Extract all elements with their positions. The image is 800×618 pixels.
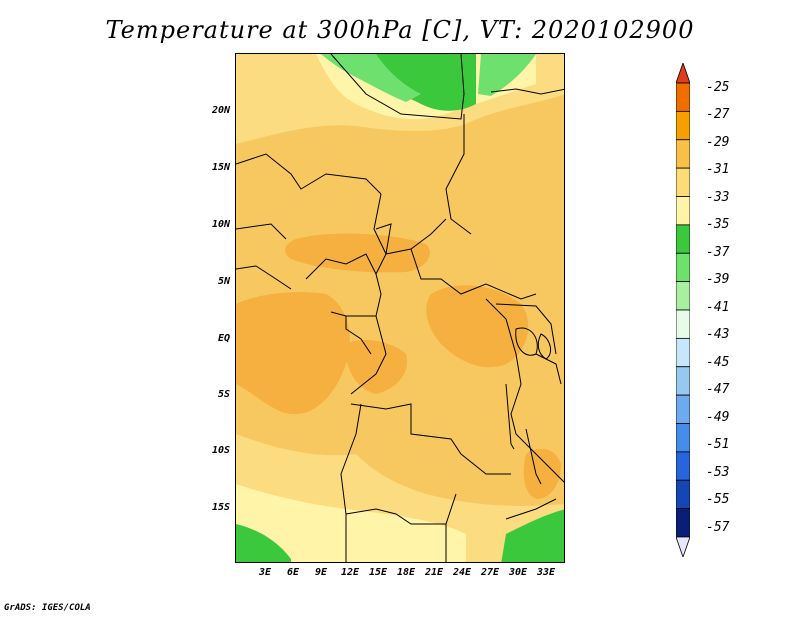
lon-label-24e: 24E [452, 567, 472, 578]
lon-label-18e: 18E [396, 567, 416, 578]
colorbar-segment [676, 309, 690, 339]
lon-label-21e: 21E [424, 567, 444, 578]
colorbar-segment [676, 423, 690, 453]
legend-label-m53: -53 [706, 465, 730, 480]
legend-label-m29: -29 [706, 135, 730, 150]
colorbar-top-triangle [676, 63, 690, 84]
colorbar-segment [676, 196, 690, 226]
lon-label-9e: 9E [314, 567, 328, 578]
lat-label-5s: 5S [217, 389, 230, 400]
colorbar-bottom-triangle [676, 536, 690, 557]
colorbar-segment [676, 82, 690, 112]
lat-label-15s: 15S [211, 502, 230, 513]
lon-label-3e: 3E [258, 567, 272, 578]
colorbar-segment [676, 508, 690, 538]
field-sw-37 [236, 524, 291, 562]
colorbar-segment [676, 281, 690, 311]
legend-label-m39: -39 [706, 272, 730, 287]
field-west-29 [236, 292, 350, 415]
legend-label-m37: -37 [706, 245, 730, 260]
grads-credit: GrADS: IGES/COLA [4, 603, 91, 613]
lon-label-12e: 12E [340, 567, 360, 578]
lon-label-15e: 15E [368, 567, 388, 578]
legend-label-m35: -35 [706, 217, 730, 232]
field-east-29 [426, 285, 529, 368]
lat-label-10s: 10S [211, 445, 230, 456]
colorbar-segment [676, 139, 690, 169]
colorbar-segment [676, 451, 690, 481]
legend-label-m43: -43 [706, 327, 730, 342]
legend-label-m51: -51 [706, 437, 730, 452]
legend-label-m41: -41 [706, 300, 730, 315]
field-se-37 [501, 509, 564, 562]
legend-label-m57: -57 [706, 520, 730, 535]
lat-label-5n: 5N [217, 276, 230, 287]
temperature-field-map [236, 54, 564, 562]
field-band-29 [284, 233, 430, 273]
colorbar-segment [676, 366, 690, 396]
lon-label-30e: 30E [508, 567, 528, 578]
field-north-39b [478, 54, 536, 96]
lon-label-27e: 27E [480, 567, 500, 578]
colorbar-segment [676, 224, 690, 254]
colorbar-segment [676, 252, 690, 283]
legend-label-m33: -33 [706, 190, 730, 205]
lake-outlines [505, 327, 552, 485]
legend-label-m25: -25 [706, 80, 730, 95]
colorbar-segment [676, 479, 690, 510]
legend-label-m49: -49 [706, 410, 730, 425]
country-boundaries [236, 54, 564, 562]
lat-label-10n: 10N [211, 219, 230, 230]
colorbar-segment [676, 167, 690, 197]
legend-label-m47: -47 [706, 382, 730, 397]
lon-label-6e: 6E [286, 567, 300, 578]
lat-label-15n: 15N [211, 162, 230, 173]
map-panel [235, 53, 565, 563]
colorbar-segment [676, 337, 690, 368]
plot-title: Temperature at 300hPa [C], VT: 202010290… [105, 16, 695, 44]
field-south-35 [236, 484, 466, 562]
colorbar [676, 63, 690, 557]
field-center-29 [345, 339, 407, 394]
lon-label-33e: 33E [536, 567, 556, 578]
colorbar-segment [676, 394, 690, 424]
legend-label-m45: -45 [706, 355, 730, 370]
field-north-39 [321, 54, 421, 102]
lat-label-20n: 20N [211, 105, 230, 116]
lat-label-eq: EQ [217, 333, 230, 344]
legend-label-m31: -31 [706, 162, 730, 177]
legend-label-m27: -27 [706, 107, 730, 122]
legend-label-m55: -55 [706, 492, 730, 507]
colorbar-segment [676, 110, 690, 141]
